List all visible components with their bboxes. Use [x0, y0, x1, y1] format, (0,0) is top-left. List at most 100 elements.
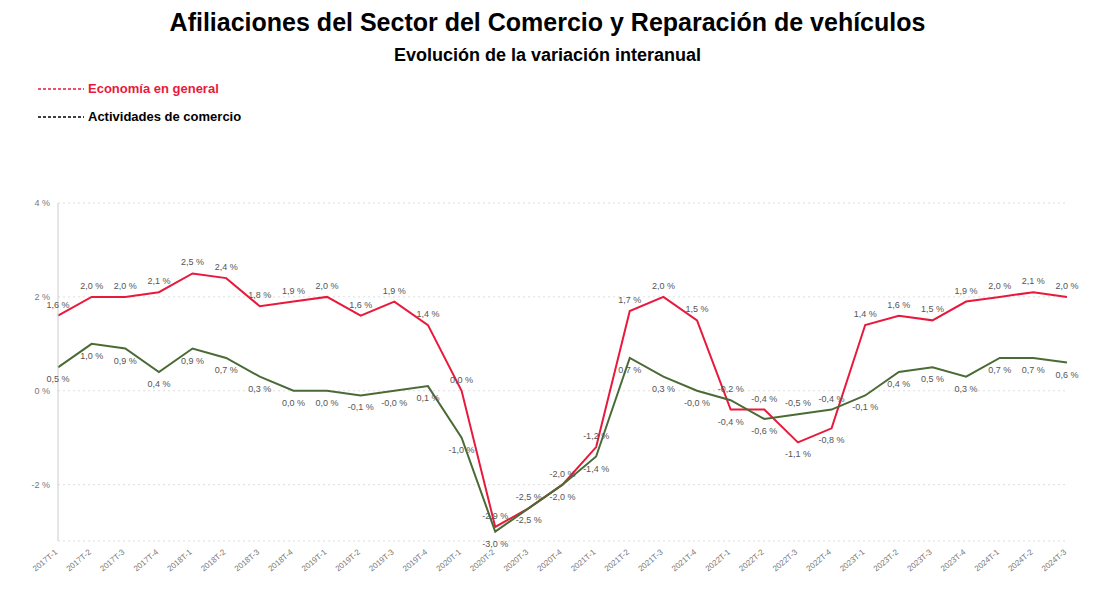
- svg-text:2,0 %: 2,0 %: [1055, 281, 1078, 291]
- svg-text:2017T-1: 2017T-1: [31, 547, 60, 573]
- svg-text:2023T-4: 2023T-4: [939, 547, 968, 573]
- svg-text:1,5 %: 1,5 %: [921, 304, 944, 314]
- svg-text:2017T-4: 2017T-4: [132, 547, 161, 573]
- svg-text:1,9 %: 1,9 %: [383, 286, 406, 296]
- html-text:Evolución de la variación inte: Evolución de la variación interanual: [394, 45, 701, 65]
- svg-text:-2,5 %: -2,5 %: [516, 492, 542, 502]
- svg-text:-1,2 %: -1,2 %: [583, 431, 609, 441]
- svg-text:2020T-2: 2020T-2: [468, 547, 497, 573]
- svg-text:2019T-1: 2019T-1: [300, 547, 329, 573]
- svg-text:0,7 %: 0,7 %: [1022, 365, 1045, 375]
- svg-text:1,5 %: 1,5 %: [686, 304, 709, 314]
- svg-text:2019T-4: 2019T-4: [401, 547, 430, 573]
- svg-text:-0,4 %: -0,4 %: [718, 417, 744, 427]
- svg-text:2023T-2: 2023T-2: [872, 547, 901, 573]
- svg-text:2023T-1: 2023T-1: [838, 547, 867, 573]
- svg-text:-2,0 %: -2,0 %: [549, 492, 575, 502]
- svg-text:0,5 %: 0,5 %: [921, 374, 944, 384]
- svg-text:0 %: 0 %: [34, 386, 50, 396]
- svg-text:0,6 %: 0,6 %: [1055, 370, 1078, 380]
- svg-text:0,5 %: 0,5 %: [46, 374, 69, 384]
- svg-text:2021T-1: 2021T-1: [569, 547, 598, 573]
- svg-text:2,1 %: 2,1 %: [147, 276, 170, 286]
- svg-text:2,0 %: 2,0 %: [652, 281, 675, 291]
- svg-text:2022T-3: 2022T-3: [771, 547, 800, 573]
- svg-text:-0,5 %: -0,5 %: [785, 398, 811, 408]
- svg-text:1,0 %: 1,0 %: [80, 351, 103, 361]
- svg-text:2019T-3: 2019T-3: [367, 547, 396, 573]
- svg-text:2017T-3: 2017T-3: [98, 547, 127, 573]
- svg-text:-0,4 %: -0,4 %: [819, 394, 845, 404]
- svg-text:2018T-1: 2018T-1: [166, 547, 195, 573]
- svg-text:2024T-1: 2024T-1: [973, 547, 1002, 573]
- svg-text:1,7 %: 1,7 %: [618, 295, 641, 305]
- svg-text:2023T-3: 2023T-3: [905, 547, 934, 573]
- svg-text:0,0 %: 0,0 %: [450, 375, 473, 385]
- svg-text:1,9 %: 1,9 %: [955, 286, 978, 296]
- svg-text:-0,0 %: -0,0 %: [684, 398, 710, 408]
- svg-text:2020T-1: 2020T-1: [435, 547, 464, 573]
- svg-text:0,9 %: 0,9 %: [181, 356, 204, 366]
- svg-text:0,7 %: 0,7 %: [618, 365, 641, 375]
- svg-text:-0,0 %: -0,0 %: [381, 398, 407, 408]
- svg-text:-1,4 %: -1,4 %: [583, 464, 609, 474]
- svg-text:2024T-2: 2024T-2: [1006, 547, 1035, 573]
- svg-text:2017T-2: 2017T-2: [65, 547, 94, 573]
- svg-text:1,6 %: 1,6 %: [349, 300, 372, 310]
- svg-text:2018T-2: 2018T-2: [199, 547, 228, 573]
- svg-text:2020T-4: 2020T-4: [536, 547, 565, 573]
- svg-text:-0,2 %: -0,2 %: [718, 384, 744, 394]
- svg-text:0,3 %: 0,3 %: [248, 384, 271, 394]
- svg-text:2022T-4: 2022T-4: [805, 547, 834, 573]
- svg-text:0,7 %: 0,7 %: [988, 365, 1011, 375]
- svg-text:-0,8 %: -0,8 %: [819, 435, 845, 445]
- svg-text:2,5 %: 2,5 %: [181, 257, 204, 267]
- svg-text:2020T-3: 2020T-3: [502, 547, 531, 573]
- svg-text:2022T-2: 2022T-2: [737, 547, 766, 573]
- svg-text:2022T-1: 2022T-1: [704, 547, 733, 573]
- svg-text:2024T-3: 2024T-3: [1040, 547, 1069, 573]
- svg-text:-2,5 %: -2,5 %: [516, 515, 542, 525]
- svg-text:2,0 %: 2,0 %: [316, 281, 339, 291]
- svg-text:0,0 %: 0,0 %: [282, 398, 305, 408]
- svg-text:4 %: 4 %: [34, 198, 50, 208]
- svg-text:-2,9 %: -2,9 %: [482, 511, 508, 521]
- svg-text:1,8 %: 1,8 %: [248, 290, 271, 300]
- svg-text:-0,4 %: -0,4 %: [751, 394, 777, 404]
- svg-text:2,0 %: 2,0 %: [988, 281, 1011, 291]
- svg-text:1,9 %: 1,9 %: [282, 286, 305, 296]
- svg-text:2021T-2: 2021T-2: [603, 547, 632, 573]
- html-text:Actividades de comercio: Actividades de comercio: [88, 108, 242, 124]
- svg-text:-0,1 %: -0,1 %: [852, 402, 878, 412]
- svg-text:-2 %: -2 %: [31, 480, 50, 490]
- svg-text:0,3 %: 0,3 %: [652, 384, 675, 394]
- svg-text:-1,1 %: -1,1 %: [785, 449, 811, 459]
- svg-text:2,4 %: 2,4 %: [215, 262, 238, 272]
- svg-text:0,9 %: 0,9 %: [114, 356, 137, 366]
- svg-text:0,0 %: 0,0 %: [316, 398, 339, 408]
- svg-text:0,1 %: 0,1 %: [416, 393, 439, 403]
- svg-text:0,7 %: 0,7 %: [215, 365, 238, 375]
- html-text:Economía en general: Economía en general: [88, 80, 219, 96]
- svg-text:-0,6 %: -0,6 %: [751, 426, 777, 436]
- svg-text:0,4 %: 0,4 %: [887, 379, 910, 389]
- svg-text:1,6 %: 1,6 %: [887, 300, 910, 310]
- svg-text:-2,0 %: -2,0 %: [549, 469, 575, 479]
- html-text:Afiliaciones del Sector del Co: Afiliaciones del Sector del Comercio y R…: [169, 8, 926, 36]
- svg-text:0,3 %: 0,3 %: [955, 384, 978, 394]
- svg-text:2021T-3: 2021T-3: [636, 547, 665, 573]
- svg-text:1,6 %: 1,6 %: [46, 300, 69, 310]
- svg-text:1,4 %: 1,4 %: [854, 309, 877, 319]
- svg-text:-3,0 %: -3,0 %: [482, 539, 508, 549]
- svg-text:2021T-4: 2021T-4: [670, 547, 699, 573]
- svg-text:-1,0 %: -1,0 %: [449, 445, 475, 455]
- svg-text:2018T-3: 2018T-3: [233, 547, 262, 573]
- svg-text:2018T-4: 2018T-4: [266, 547, 295, 573]
- svg-text:0,4 %: 0,4 %: [147, 379, 170, 389]
- svg-text:2019T-2: 2019T-2: [334, 547, 363, 573]
- svg-text:1,4 %: 1,4 %: [416, 309, 439, 319]
- svg-text:2,0 %: 2,0 %: [80, 281, 103, 291]
- svg-text:2,1 %: 2,1 %: [1022, 276, 1045, 286]
- svg-text:2,0 %: 2,0 %: [114, 281, 137, 291]
- svg-text:-0,1 %: -0,1 %: [348, 402, 374, 412]
